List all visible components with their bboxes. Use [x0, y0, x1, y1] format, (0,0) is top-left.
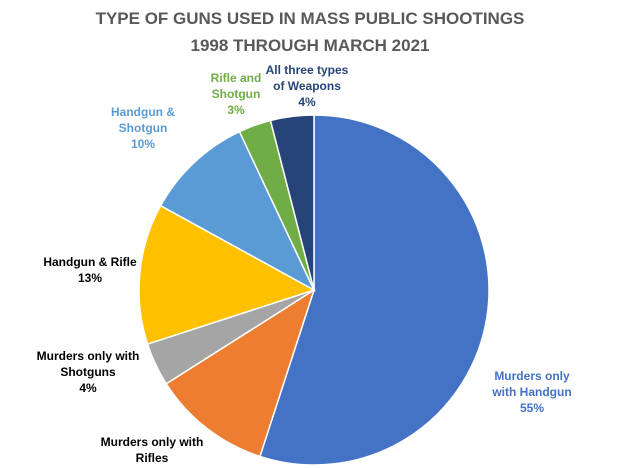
pie-slice — [159, 130, 316, 292]
slice-label: Murders only with Handgun 55% — [482, 368, 582, 416]
category-label: Murders only with Handgun — [492, 369, 572, 399]
pie-slice — [269, 114, 315, 291]
value-label: 13% — [77, 271, 103, 285]
slice-label: Handgun & Shotgun 10% — [103, 104, 183, 152]
category-label: Murders only with Shotguns — [36, 349, 140, 379]
category-label: Murders only with Rifles — [100, 435, 204, 465]
value-label: 4% — [79, 381, 97, 395]
slice-label: Murders only with Rifles — [97, 434, 207, 466]
category-label: Rifle and Shotgun — [210, 71, 262, 101]
pie-slice — [165, 288, 316, 458]
slice-label: Rifle and Shotgun 3% — [201, 70, 271, 118]
slice-label: Murders only with Shotguns 4% — [33, 348, 143, 396]
pie-slice — [258, 114, 490, 466]
pie-slice — [138, 204, 316, 346]
value-label: 3% — [227, 103, 245, 117]
category-label: Handgun & Rifle — [43, 255, 137, 269]
chart-title: TYPE OF GUNS USED IN MASS PUBLIC SHOOTIN… — [96, 9, 525, 28]
chart-subtitle: 1998 THROUGH MARCH 2021 — [190, 36, 429, 55]
category-label: All three types of Weapons — [265, 63, 349, 93]
value-label: 55% — [519, 401, 545, 415]
category-label: Handgun & Shotgun — [111, 105, 175, 135]
value-label: 10% — [130, 137, 156, 151]
value-label: 4% — [298, 95, 316, 109]
slice-label: Handgun & Rifle 13% — [30, 254, 150, 286]
slice-label: All three types of Weapons 4% — [262, 62, 352, 110]
